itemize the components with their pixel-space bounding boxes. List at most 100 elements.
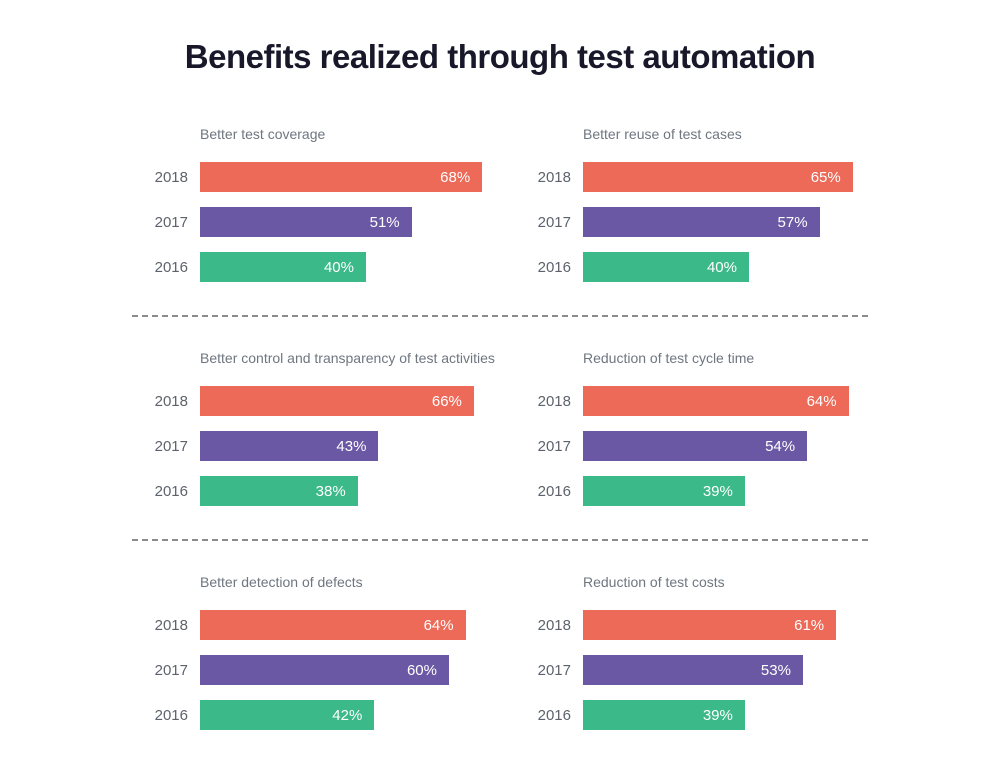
bar-track: 42% [200,700,615,730]
year-label: 2017 [154,661,188,679]
page-title: Benefits realized through test automatio… [184,38,816,75]
chart-better-control-and-transparency: Better control and transparency of test … [133,350,516,506]
chart-title: Better reuse of test cases [583,126,742,142]
bar-2016: 40% [583,252,749,282]
chart-title: Better control and transparency of test … [200,350,495,366]
year-label: 2018 [154,392,188,410]
year-label: 2016 [154,258,188,276]
charts-grid: Better test coverage 2018 68% 2017 51% [132,126,900,730]
bar-track: 38% [200,476,615,506]
bar-row: 2017 51% [133,207,516,237]
bar-row: 2016 40% [133,252,516,282]
bar-track: 40% [583,252,998,282]
bar-value-label: 64% [806,392,837,410]
chart-reduction-of-test-cycle-time: Reduction of test cycle time 2018 64% 20… [516,350,899,506]
bar-value-label: 64% [423,616,454,634]
year-label: 2017 [537,213,571,231]
chart-title: Reduction of test costs [583,574,725,590]
year-label: 2016 [537,258,571,276]
year-label: 2018 [537,168,571,186]
bar-row: 2016 40% [516,252,899,282]
bar-2017: 57% [583,207,820,237]
bar-value-label: 38% [315,482,346,500]
chart-title: Reduction of test cycle time [583,350,755,366]
year-label: 2017 [537,437,571,455]
bar-track: 54% [583,431,998,461]
bar-row: 2017 53% [516,655,899,685]
bar-row: 2016 39% [516,700,899,730]
bar-2018: 64% [583,386,849,416]
dashed-divider [132,315,868,317]
bar-row: 2018 68% [133,162,516,192]
bar-value-label: 40% [323,258,354,276]
bar-value-label: 68% [440,168,471,186]
bar-row: 2017 57% [516,207,899,237]
bar-value-label: 40% [706,258,737,276]
bar-value-label: 51% [369,213,400,231]
bar-2017: 43% [200,431,379,461]
bar-value-label: 53% [760,661,791,679]
bar-track: 53% [583,655,998,685]
bar-row: 2017 60% [133,655,516,685]
bar-2018: 61% [583,610,837,640]
year-label: 2018 [154,616,188,634]
bar-value-label: 42% [332,706,363,724]
bar-track: 40% [200,252,615,282]
year-label: 2016 [537,482,571,500]
bar-row: 2016 39% [516,476,899,506]
bar-track: 64% [200,610,615,640]
year-label: 2016 [154,482,188,500]
bar-2016: 39% [583,700,745,730]
bar-2017: 54% [583,431,808,461]
bar-row: 2018 64% [516,386,899,416]
bar-track: 64% [583,386,998,416]
bar-value-label: 65% [810,168,841,186]
year-label: 2016 [537,706,571,724]
bar-value-label: 57% [777,213,808,231]
bar-value-label: 60% [406,661,437,679]
chart-reduction-of-test-costs: Reduction of test costs 2018 61% 2017 53… [516,574,899,730]
bar-2016: 38% [200,476,358,506]
chart-title: Better detection of defects [200,574,363,590]
bar-2016: 42% [200,700,375,730]
bar-value-label: 54% [765,437,796,455]
bar-track: 43% [200,431,615,461]
bar-value-label: 66% [431,392,462,410]
bar-2016: 40% [200,252,366,282]
chart-better-test-coverage: Better test coverage 2018 68% 2017 51% [133,126,516,282]
bar-2017: 51% [200,207,412,237]
bar-2017: 53% [583,655,803,685]
chart-title: Better test coverage [200,126,326,142]
bar-track: 60% [200,655,615,685]
bar-row: 2018 61% [516,610,899,640]
bar-value-label: 39% [702,706,733,724]
bar-row: 2017 43% [133,431,516,461]
year-label: 2018 [154,168,188,186]
bar-track: 39% [583,700,998,730]
bar-value-label: 61% [794,616,825,634]
bar-row: 2018 64% [133,610,516,640]
bar-value-label: 43% [336,437,367,455]
bar-track: 57% [583,207,998,237]
bar-track: 51% [200,207,615,237]
year-label: 2017 [154,437,188,455]
bar-row: 2018 66% [133,386,516,416]
bar-row: 2018 65% [516,162,899,192]
chart-better-detection-of-defects: Better detection of defects 2018 64% 201… [133,574,516,730]
bar-track: 65% [583,162,998,192]
charts-row-2: Better control and transparency of test … [133,350,900,506]
year-label: 2018 [537,392,571,410]
year-label: 2018 [537,616,571,634]
bar-2018: 65% [583,162,853,192]
bar-row: 2017 54% [516,431,899,461]
bar-track: 61% [583,610,998,640]
chart-better-reuse-of-test-cases: Better reuse of test cases 2018 65% 2017… [516,126,899,282]
bar-track: 39% [583,476,998,506]
bar-2017: 60% [200,655,449,685]
bar-track: 68% [200,162,615,192]
bar-2018: 64% [200,610,466,640]
bar-2018: 68% [200,162,483,192]
bar-row: 2016 38% [133,476,516,506]
bar-2018: 66% [200,386,474,416]
year-label: 2017 [154,213,188,231]
